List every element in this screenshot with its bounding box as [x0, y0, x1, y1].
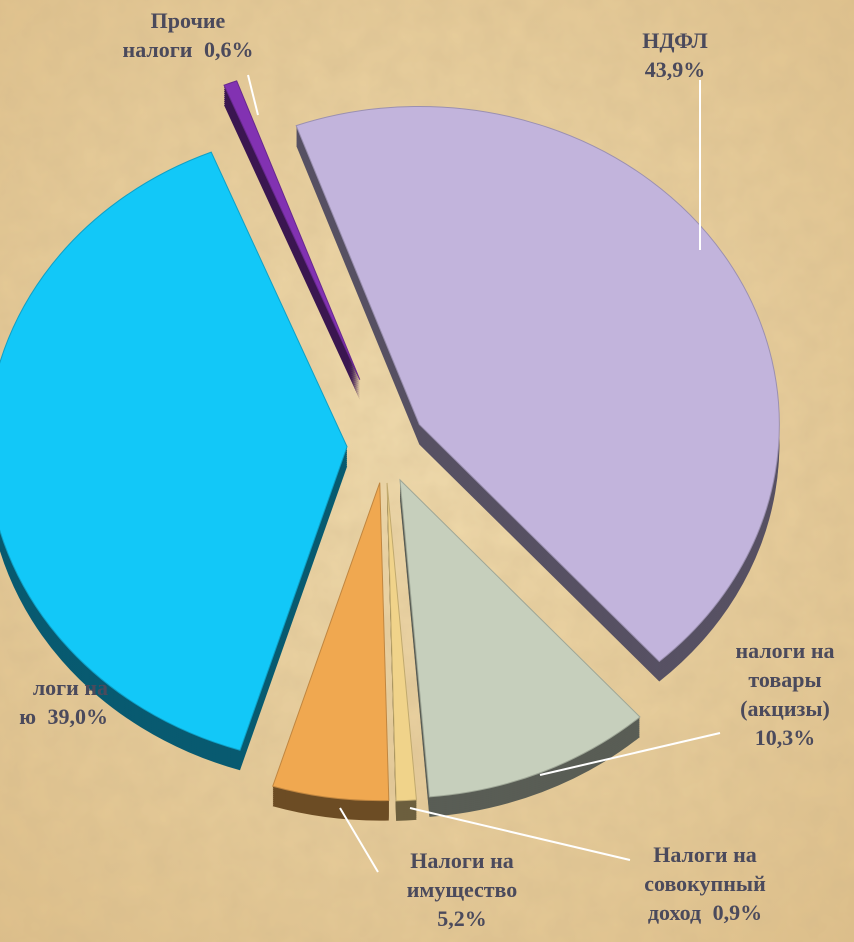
slice-label: Налоги на совокупный доход 0,9%	[644, 842, 766, 925]
slice-label: НДФЛ 43,9%	[642, 28, 708, 82]
label-line: имущество	[407, 877, 518, 902]
slice-label: налоги на товары (акцизы) 10,3%	[735, 638, 834, 750]
label-line: Налоги на	[653, 842, 757, 867]
slice	[386, 482, 417, 802]
value-label: 5,2%	[437, 906, 487, 931]
value-label: 43,9%	[645, 57, 706, 82]
label-line: ю	[19, 704, 36, 729]
slice-label: логи на ю 39,0%	[19, 675, 108, 729]
value-label: 10,3%	[755, 725, 816, 750]
label-line: налоги	[123, 37, 193, 62]
label-line: Налоги на	[410, 848, 514, 873]
label-line: налоги на	[735, 638, 834, 663]
leader-line	[339, 807, 379, 873]
value-label: 0,9%	[713, 900, 763, 925]
labels: НДФЛ 43,9% налоги на товары (акцизы) 10,3% Нал…	[19, 8, 834, 931]
slice-label: Налоги на имущество 5,2%	[407, 848, 518, 931]
label-line: НДФЛ	[642, 28, 708, 53]
label-line: совокупный	[644, 871, 766, 896]
slice	[399, 478, 641, 798]
leader-line	[247, 74, 259, 116]
label-line: доход	[648, 900, 701, 925]
label-line: (акцизы)	[740, 696, 830, 721]
slice	[0, 151, 348, 751]
pie	[0, 80, 780, 821]
slice	[295, 105, 780, 663]
label-line: логи на	[33, 675, 108, 700]
leader-line	[409, 807, 631, 861]
value-label: 0,6%	[204, 37, 254, 62]
label-line: Прочие	[151, 8, 226, 33]
label-line: товары	[748, 667, 821, 692]
slice	[272, 482, 390, 802]
slice	[223, 80, 361, 380]
value-label: 39,0%	[48, 704, 109, 729]
leader-line	[539, 732, 721, 776]
slice-label: Прочие налоги 0,6%	[123, 8, 254, 62]
